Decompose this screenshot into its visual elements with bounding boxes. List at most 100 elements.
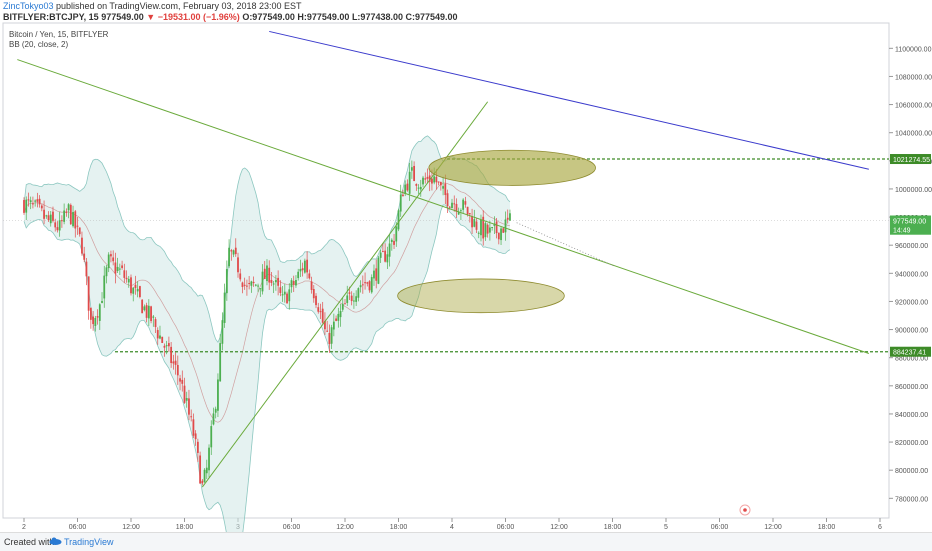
plot-frame	[2, 22, 890, 519]
candle-body	[484, 223, 487, 238]
candle-body	[87, 276, 90, 311]
candle-body	[455, 204, 458, 212]
low-value: L:977438.00	[351, 12, 403, 22]
candle-body	[248, 282, 251, 284]
candle-body	[101, 300, 103, 303]
candle-body	[460, 210, 462, 212]
candle-body	[419, 186, 422, 190]
x-tick-label: 12:00	[336, 524, 354, 531]
legend-indicator[interactable]: BB (20, close, 2)	[9, 40, 69, 49]
candle-body	[381, 251, 384, 253]
candle-body	[332, 321, 335, 330]
candle-body	[63, 210, 66, 222]
candle-body	[288, 289, 291, 302]
target-ellipse-lower	[397, 278, 565, 314]
candle-body	[488, 227, 491, 233]
candle-body	[475, 221, 478, 230]
candle-body	[495, 221, 498, 234]
candle-body	[47, 215, 50, 221]
candle-body	[132, 287, 135, 294]
candle-body	[107, 254, 110, 269]
candle-body	[181, 379, 184, 384]
candle-body	[406, 183, 409, 191]
candle-body	[422, 177, 424, 185]
publish-text: published on TradingView.com, February 0…	[53, 1, 302, 11]
candle-body	[38, 198, 41, 205]
candle-body	[60, 220, 63, 222]
candle-body	[312, 289, 315, 299]
candle-body	[250, 281, 253, 286]
x-tick-label: 12:00	[122, 524, 140, 531]
candle-body	[303, 260, 306, 273]
candle-body	[196, 441, 199, 453]
candle-body	[444, 183, 447, 196]
candle-body	[230, 250, 233, 252]
candle-body	[96, 316, 99, 318]
y-tick-label: 820000.00	[895, 440, 928, 447]
candle-body	[152, 316, 155, 318]
y-tick-label: 1060000.00	[895, 103, 932, 110]
candle-body	[136, 288, 139, 292]
candle-body	[147, 305, 150, 319]
candle-body	[254, 284, 257, 286]
candle-body	[72, 211, 74, 227]
candle-body	[234, 247, 237, 255]
candle-body	[366, 282, 369, 284]
tradingview-link[interactable]: TradingView	[64, 537, 114, 547]
candle-body	[373, 270, 375, 279]
candle-body	[341, 303, 344, 310]
candle-body	[326, 330, 329, 332]
candle-body	[121, 265, 123, 268]
candle-body	[143, 306, 146, 311]
candle-body	[442, 186, 444, 189]
created-with-text: Created with	[4, 537, 55, 547]
candle-body	[279, 287, 282, 293]
x-tick-label: 12:00	[764, 524, 782, 531]
candle-body	[295, 279, 297, 286]
candle-body	[199, 455, 202, 484]
legend-symbol: Bitcoin / Yen, 15, BITFLYER	[9, 30, 109, 39]
candle-body	[413, 165, 416, 182]
ohlc-bar: BITFLYER:BTCJPY, 15 977549.00 ▼ −19531.0…	[3, 12, 458, 22]
candle-body	[390, 239, 393, 242]
bb-lower-line	[23, 204, 511, 532]
target-ellipse-upper	[428, 149, 596, 186]
bb-upper-line	[23, 135, 511, 344]
candle-body	[506, 217, 509, 220]
candle-body	[491, 227, 494, 229]
candle-body	[212, 413, 215, 425]
candle-body	[357, 288, 360, 298]
y-tick-label: 900000.00	[895, 328, 928, 335]
price-badge	[890, 224, 931, 235]
candle-body	[482, 216, 485, 239]
candle-body	[431, 178, 433, 184]
price-badge	[890, 154, 931, 165]
footer-bar: Created with TradingView	[0, 532, 932, 551]
candle-body	[299, 268, 302, 272]
candle-body	[386, 254, 389, 263]
candle-body	[437, 181, 440, 183]
candle-body	[69, 204, 72, 225]
candle-body	[315, 295, 317, 306]
candle-body	[453, 203, 456, 205]
candle-body	[167, 343, 170, 347]
candle-body	[228, 247, 230, 267]
candle-body	[330, 327, 333, 344]
candle-body	[395, 226, 398, 242]
candle-body	[268, 267, 271, 283]
price-badge-label: 884237.41	[893, 350, 926, 357]
record-dot	[743, 508, 747, 512]
candle-body	[426, 176, 429, 179]
price-chart[interactable]: 1100000.00 1080000.00 1060000.00 1040000.00…	[0, 0, 932, 532]
symbol-label: BITFLYER:BTCJPY, 15	[3, 12, 99, 22]
y-tick-label: 1000000.00	[895, 187, 932, 194]
candle-body	[393, 240, 395, 245]
candle-body	[192, 419, 195, 436]
candle-body	[40, 205, 43, 209]
candle-body	[49, 214, 52, 224]
candle-body	[134, 284, 137, 289]
candle-body	[388, 243, 391, 257]
author-link[interactable]: ZincTokyo03	[3, 1, 54, 11]
candle-body	[290, 280, 293, 288]
price-badge-label: 977549.00	[893, 219, 926, 226]
